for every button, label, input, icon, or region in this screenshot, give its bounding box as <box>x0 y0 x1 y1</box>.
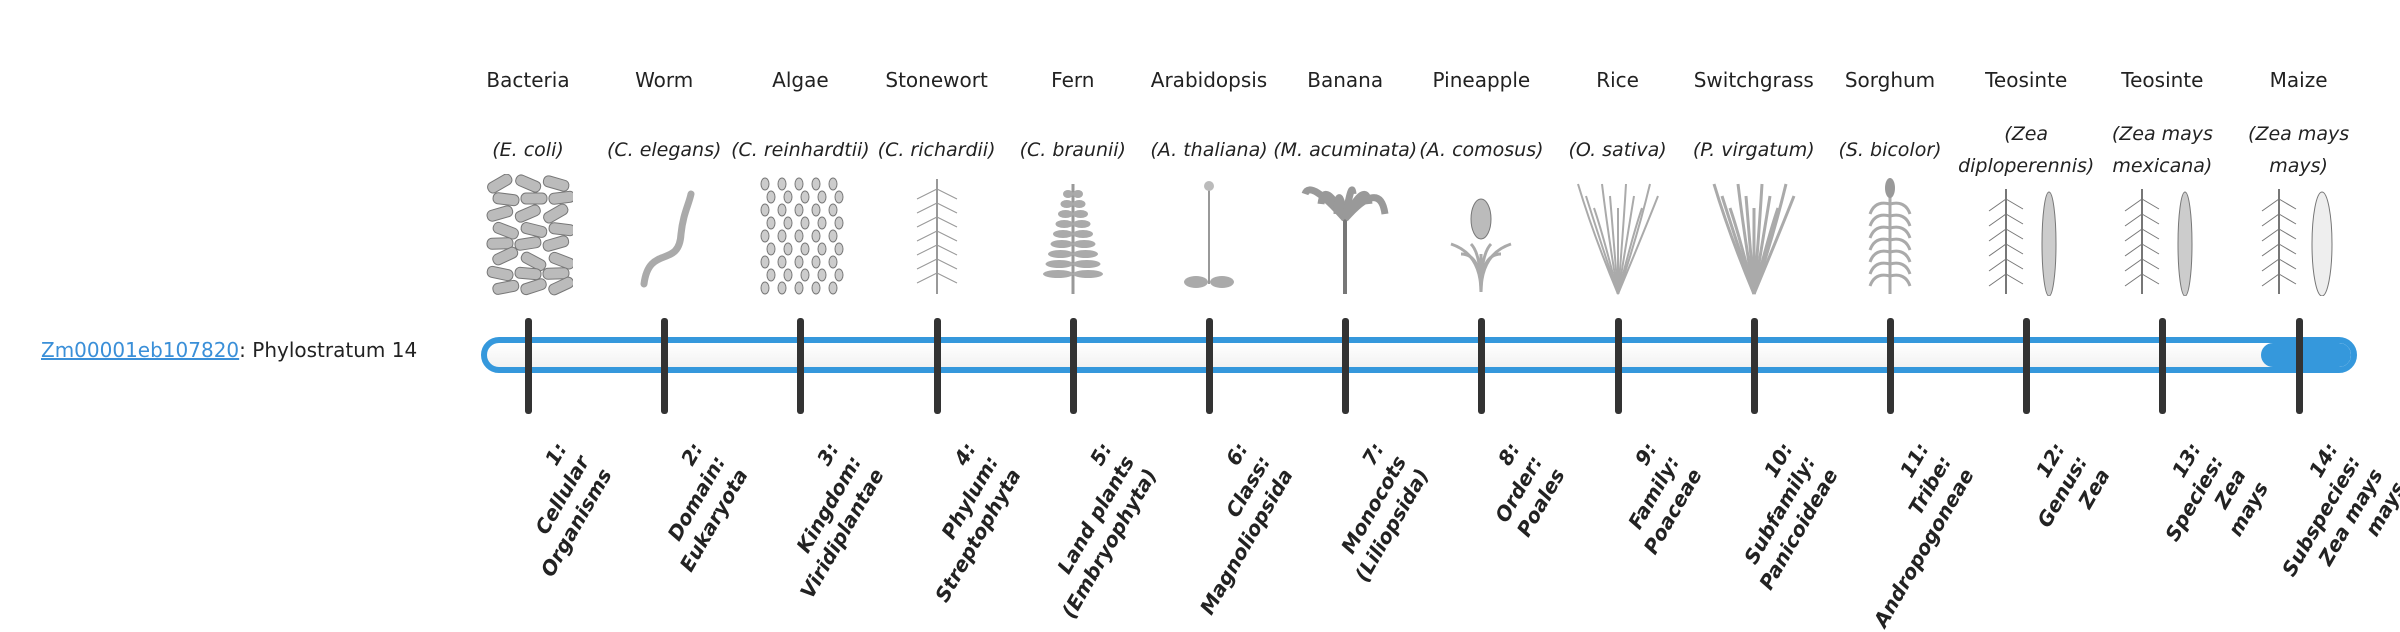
organism-common-name: Teosinte <box>2121 68 2204 92</box>
organism-scientific-name: (M. acuminata) <box>1273 118 1417 182</box>
phylostratum-label: 11: Tribe: Andropogoneae <box>1823 438 1980 632</box>
phylostratum-tick <box>2159 318 2167 414</box>
switchgrass-image <box>1709 174 1799 296</box>
phylostratum-tick <box>661 318 669 414</box>
scientific-name-text: (O. sativa) <box>1568 139 1667 161</box>
arabidopsis-image <box>1164 174 1254 296</box>
scientific-name-text: (P. virgatum) <box>1692 139 1815 161</box>
organism-scientific-name: (Zea mays mexicana) <box>2090 118 2234 182</box>
scientific-name-text: (C. reinhardtii) <box>731 139 870 161</box>
phylostratum-tick <box>1478 318 1486 414</box>
phylostratum-tick <box>797 318 805 414</box>
organism-scientific-name: (O. sativa) <box>1546 118 1690 182</box>
phylostratum-tick <box>1342 318 1350 414</box>
phylostratum-bar <box>481 337 2357 373</box>
organism-scientific-name: (Zea diploperennis) <box>1954 118 2098 182</box>
phylostratum-label: 5: Land plants (Embryophyta) <box>1011 438 1163 623</box>
phylostratum-tick <box>1750 318 1758 414</box>
organism-scientific-name: (A. thaliana) <box>1137 118 1281 182</box>
rice-image <box>1573 174 1663 296</box>
organism-common-name: Worm <box>635 68 694 92</box>
gene-phylostratum-label: Zm00001eb107820: Phylostratum 14 <box>41 338 417 362</box>
organism-common-name: Fern <box>1051 68 1095 92</box>
organism-common-name: Maize <box>2269 68 2328 92</box>
organism-scientific-name: (Zea mays mays) <box>2227 118 2371 182</box>
phylostratum-label: 8: Order: Poales <box>1466 438 1571 541</box>
phylostratum-label: 10: Subfamily: Panicoideae <box>1708 438 1843 594</box>
scientific-name-text: (S. bicolor) <box>1838 139 1942 161</box>
organism-common-name: Switchgrass <box>1693 68 1814 92</box>
organism-common-name: Stonewort <box>885 68 988 92</box>
maize-image <box>2254 174 2344 297</box>
phylostratum-label: 12: Genus: Zea <box>2009 438 2116 545</box>
organism-scientific-name: (C. richardii) <box>865 118 1009 182</box>
organism-common-name: Pineapple <box>1432 68 1531 92</box>
scientific-name-text: (E. coli) <box>492 139 564 161</box>
scientific-name-text: (C. elegans) <box>606 139 722 161</box>
scientific-name-text: (Zea diploperennis) <box>1958 123 2095 177</box>
bacteria-image <box>483 173 576 296</box>
phylostratum-tick <box>525 318 532 414</box>
scientific-name-text: (C. braunii) <box>1019 139 1126 161</box>
scientific-name-text: (A. thaliana) <box>1150 139 1268 161</box>
scientific-name-text: (Zea mays mexicana) <box>2111 123 2213 177</box>
pineapple-image <box>1436 174 1526 296</box>
organism-scientific-name: (S. bicolor) <box>1818 118 1962 182</box>
organism-common-name: Rice <box>1596 68 1639 92</box>
phylostratum-tick <box>1614 318 1622 414</box>
algae-image <box>755 174 845 296</box>
phylostratum-label: 4: Phylum: Streptophyta <box>884 438 1026 607</box>
banana-image <box>1300 174 1390 296</box>
organism-common-name: Bacteria <box>486 68 570 92</box>
scientific-name-text: (M. acuminata) <box>1273 139 1418 161</box>
phylostratum-label: 14: Subspecies: Zea mays mays <box>2253 438 2400 607</box>
organism-common-name: Sorghum <box>1844 68 1936 92</box>
scientific-name-text: (Zea mays mays) <box>2248 123 2350 177</box>
phylostratum-label: 9: Family: Poaceae <box>1592 438 1707 559</box>
organism-common-name: Banana <box>1307 68 1384 92</box>
organism-scientific-name: (C. elegans) <box>592 118 736 182</box>
phylostratum-tick <box>1069 318 1077 414</box>
phylostratum-label: 2: Domain: Eukaryota <box>629 438 754 576</box>
scientific-name-text: (C. richardii) <box>877 139 996 161</box>
phylostratum-text: : Phylostratum 14 <box>239 338 418 362</box>
phylostratum-tick <box>2023 318 2031 414</box>
worm-image <box>619 174 709 296</box>
phylostratum-tick <box>2295 318 2303 414</box>
phylostratum-tick <box>1887 318 1894 414</box>
organism-common-name: Algae <box>772 68 829 92</box>
organism-common-name: Arabidopsis <box>1150 68 1268 92</box>
phylostratum-label: 6: Class: Magnoliopsida <box>1149 438 1299 619</box>
gene-id-link[interactable]: Zm00001eb107820 <box>41 338 240 362</box>
organism-scientific-name: (C. braunii) <box>1001 118 1145 182</box>
scientific-name-text: (A. comosus) <box>1419 139 1544 161</box>
phylostratum-fill <box>2260 343 2351 367</box>
organism-scientific-name: (C. reinhardtii) <box>728 118 872 182</box>
sorghum-image <box>1845 174 1935 296</box>
phylostratum-tick <box>1206 318 1213 414</box>
organism-scientific-name: (P. virgatum) <box>1682 118 1826 182</box>
organism-common-name: Teosinte <box>1985 68 2068 92</box>
phylostratum-label: 3: Kingdom: Viridiplantae <box>750 438 890 603</box>
teosinte-image <box>1981 174 2071 297</box>
phylostratum-tick <box>933 318 941 414</box>
phylostratum-label: 1: Cellular Organisms <box>490 438 618 581</box>
organism-scientific-name: (E. coli) <box>456 118 600 182</box>
organism-scientific-name: (A. comosus) <box>1409 118 1553 182</box>
fern-image <box>1028 174 1118 296</box>
teosinte-mexicana-image <box>2117 174 2207 297</box>
phylostratum-label: 7: Monocots (Liliopsida) <box>1304 438 1435 586</box>
stonewort-image <box>892 174 982 296</box>
